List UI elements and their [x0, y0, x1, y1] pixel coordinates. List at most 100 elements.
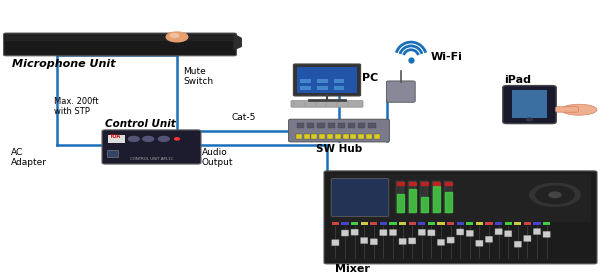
FancyBboxPatch shape: [341, 222, 349, 225]
FancyBboxPatch shape: [428, 222, 435, 225]
FancyBboxPatch shape: [476, 240, 483, 246]
FancyBboxPatch shape: [524, 222, 531, 225]
FancyBboxPatch shape: [432, 181, 440, 213]
FancyBboxPatch shape: [466, 230, 473, 236]
FancyBboxPatch shape: [428, 230, 435, 236]
FancyBboxPatch shape: [296, 134, 302, 139]
FancyBboxPatch shape: [108, 135, 125, 143]
FancyBboxPatch shape: [358, 123, 365, 128]
FancyBboxPatch shape: [350, 134, 356, 139]
Text: Audio
Output: Audio Output: [202, 148, 233, 167]
FancyBboxPatch shape: [297, 67, 357, 93]
FancyBboxPatch shape: [512, 90, 547, 118]
Polygon shape: [6, 34, 234, 40]
FancyBboxPatch shape: [366, 134, 372, 139]
FancyBboxPatch shape: [556, 107, 578, 112]
Polygon shape: [421, 182, 428, 185]
FancyBboxPatch shape: [399, 222, 406, 225]
FancyBboxPatch shape: [317, 79, 328, 83]
Text: Microphone Unit: Microphone Unit: [12, 59, 116, 69]
Polygon shape: [234, 34, 241, 50]
FancyBboxPatch shape: [107, 150, 118, 157]
FancyBboxPatch shape: [332, 240, 339, 246]
FancyBboxPatch shape: [338, 123, 345, 128]
FancyBboxPatch shape: [334, 79, 344, 83]
FancyBboxPatch shape: [485, 222, 493, 225]
FancyBboxPatch shape: [495, 222, 502, 225]
FancyBboxPatch shape: [335, 134, 341, 139]
Polygon shape: [409, 189, 416, 213]
FancyBboxPatch shape: [300, 86, 311, 90]
FancyBboxPatch shape: [317, 86, 328, 90]
Circle shape: [128, 136, 139, 141]
FancyBboxPatch shape: [307, 123, 314, 128]
Polygon shape: [445, 192, 452, 213]
Text: CONTROL UNIT AM-1C: CONTROL UNIT AM-1C: [130, 157, 173, 161]
FancyBboxPatch shape: [466, 222, 473, 225]
FancyBboxPatch shape: [533, 222, 541, 225]
FancyBboxPatch shape: [512, 90, 547, 118]
FancyBboxPatch shape: [343, 134, 349, 139]
FancyBboxPatch shape: [374, 134, 380, 139]
FancyBboxPatch shape: [300, 79, 311, 83]
FancyBboxPatch shape: [332, 222, 339, 225]
FancyBboxPatch shape: [444, 181, 452, 213]
Circle shape: [536, 186, 574, 204]
FancyBboxPatch shape: [437, 239, 445, 245]
FancyBboxPatch shape: [418, 222, 425, 225]
FancyBboxPatch shape: [389, 222, 397, 225]
FancyBboxPatch shape: [291, 101, 363, 107]
Ellipse shape: [561, 104, 597, 115]
Polygon shape: [409, 182, 416, 185]
FancyBboxPatch shape: [396, 181, 404, 213]
Circle shape: [530, 183, 580, 206]
FancyBboxPatch shape: [297, 123, 304, 128]
FancyBboxPatch shape: [370, 239, 377, 245]
FancyBboxPatch shape: [447, 237, 454, 243]
FancyBboxPatch shape: [304, 134, 310, 139]
FancyBboxPatch shape: [447, 222, 454, 225]
FancyBboxPatch shape: [317, 123, 325, 128]
FancyBboxPatch shape: [348, 123, 355, 128]
FancyBboxPatch shape: [328, 123, 335, 128]
FancyBboxPatch shape: [533, 229, 541, 235]
Text: TOA: TOA: [110, 134, 122, 139]
Polygon shape: [445, 182, 452, 185]
FancyBboxPatch shape: [351, 229, 358, 235]
Text: Wi-Fi: Wi-Fi: [431, 52, 463, 62]
Polygon shape: [397, 194, 404, 213]
FancyBboxPatch shape: [437, 222, 445, 225]
FancyBboxPatch shape: [358, 134, 364, 139]
FancyBboxPatch shape: [361, 222, 368, 225]
Text: Mute
Switch: Mute Switch: [183, 67, 213, 86]
FancyBboxPatch shape: [485, 236, 493, 242]
Text: Max. 200ft
with STP: Max. 200ft with STP: [54, 97, 98, 116]
FancyBboxPatch shape: [408, 181, 416, 213]
FancyBboxPatch shape: [457, 222, 464, 225]
FancyBboxPatch shape: [311, 134, 317, 139]
FancyBboxPatch shape: [361, 238, 368, 244]
FancyBboxPatch shape: [380, 222, 387, 225]
Polygon shape: [433, 186, 440, 213]
FancyBboxPatch shape: [319, 134, 325, 139]
FancyBboxPatch shape: [399, 238, 406, 245]
Circle shape: [549, 192, 561, 198]
FancyBboxPatch shape: [380, 230, 387, 236]
FancyBboxPatch shape: [4, 33, 236, 56]
FancyBboxPatch shape: [495, 229, 502, 235]
FancyBboxPatch shape: [543, 231, 550, 237]
FancyBboxPatch shape: [289, 119, 389, 142]
FancyBboxPatch shape: [505, 222, 512, 225]
Polygon shape: [397, 182, 404, 185]
FancyBboxPatch shape: [331, 179, 389, 216]
FancyBboxPatch shape: [524, 235, 531, 242]
FancyBboxPatch shape: [341, 230, 349, 236]
FancyBboxPatch shape: [102, 130, 201, 164]
FancyBboxPatch shape: [543, 222, 550, 225]
FancyBboxPatch shape: [386, 81, 415, 102]
FancyBboxPatch shape: [409, 222, 416, 225]
FancyBboxPatch shape: [351, 222, 358, 225]
FancyBboxPatch shape: [389, 229, 397, 235]
FancyBboxPatch shape: [457, 229, 464, 235]
Circle shape: [527, 118, 533, 121]
